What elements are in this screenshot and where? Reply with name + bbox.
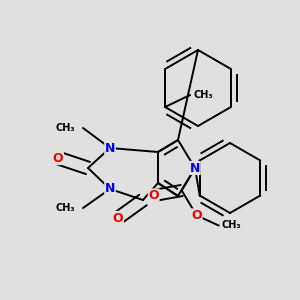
Text: O: O [113,212,123,224]
Text: O: O [148,189,159,202]
Text: CH₃: CH₃ [222,220,241,230]
Text: O: O [191,209,202,222]
Text: N: N [105,182,115,196]
Text: O: O [53,152,63,164]
Text: CH₃: CH₃ [193,90,213,100]
Text: N: N [190,161,200,175]
Text: N: N [105,142,115,154]
Text: CH₃: CH₃ [56,203,75,213]
Text: CH₃: CH₃ [56,123,75,133]
